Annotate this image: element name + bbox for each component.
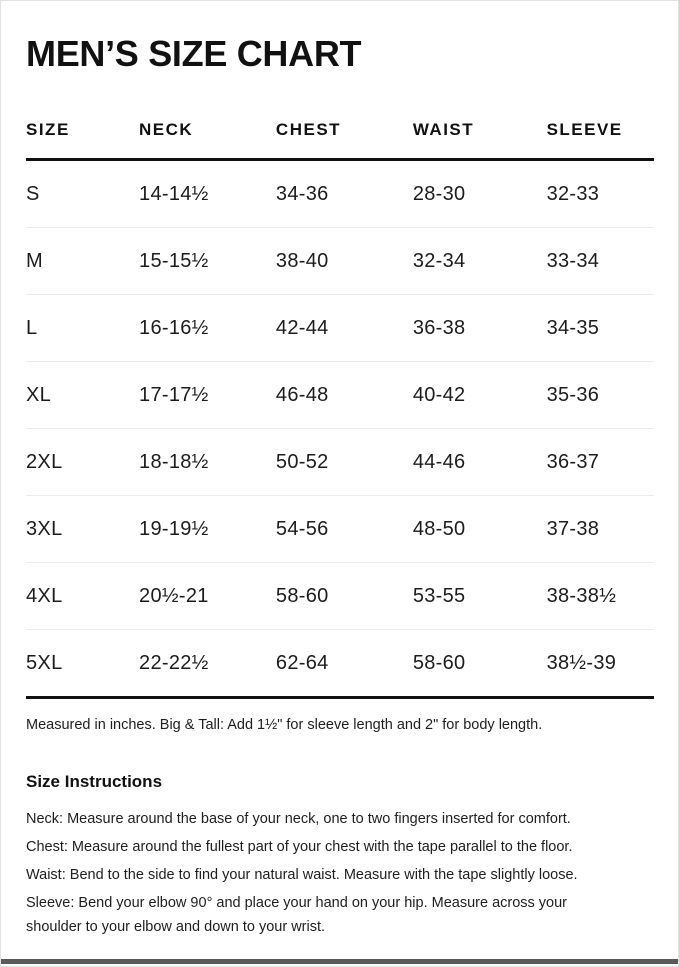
size-cell: L [26, 294, 140, 362]
size-table: SIZE NECK CHEST WAIST SLEEVE S 14-14½ 34… [26, 74, 654, 699]
column-header-chest: CHEST [275, 74, 413, 161]
chest-cell: 58-60 [275, 562, 413, 630]
table-row: 4XL 20½-21 58-60 53-55 38-38½ [26, 562, 654, 630]
column-header-sleeve: SLEEVE [546, 74, 654, 161]
sleeve-cell: 38-38½ [546, 562, 654, 630]
sleeve-cell: 38½-39 [546, 629, 654, 699]
size-cell: 3XL [26, 495, 140, 563]
waist-cell: 28-30 [412, 159, 547, 228]
sleeve-cell: 32-33 [546, 159, 654, 228]
waist-cell: 53-55 [412, 562, 547, 630]
neck-cell: 18-18½ [139, 428, 276, 496]
chest-cell: 50-52 [275, 428, 413, 496]
table-row: M 15-15½ 38-40 32-34 33-34 [26, 227, 654, 295]
table-row: 5XL 22-22½ 62-64 58-60 38½-39 [26, 629, 654, 699]
chest-cell: 54-56 [275, 495, 413, 563]
table-row: XL 17-17½ 46-48 40-42 35-36 [26, 361, 654, 429]
chest-cell: 38-40 [275, 227, 413, 295]
size-cell: 4XL [26, 562, 140, 630]
table-row: 3XL 19-19½ 54-56 48-50 37-38 [26, 495, 654, 563]
sleeve-cell: 36-37 [546, 428, 654, 496]
size-chart-page: MEN’S SIZE CHART SIZE NECK CHEST WAIST S… [1, 34, 678, 939]
size-cell: S [26, 159, 140, 228]
size-cell: M [26, 227, 140, 295]
sleeve-instruction: Sleeve: Bend your elbow 90° and place yo… [26, 891, 654, 939]
size-cell: 5XL [26, 629, 140, 699]
waist-cell: 58-60 [412, 629, 547, 699]
column-header-neck: NECK [139, 74, 276, 161]
size-cell: XL [26, 361, 140, 429]
chest-cell: 62-64 [275, 629, 413, 699]
neck-cell: 15-15½ [139, 227, 276, 295]
sleeve-instruction-line2: shoulder to your elbow and down to your … [26, 919, 326, 935]
chest-cell: 42-44 [275, 294, 413, 362]
column-header-size: SIZE [26, 74, 140, 161]
column-header-waist: WAIST [412, 74, 547, 161]
table-row: 2XL 18-18½ 50-52 44-46 36-37 [26, 428, 654, 496]
neck-cell: 20½-21 [139, 562, 276, 630]
table-row: L 16-16½ 42-44 36-38 34-35 [26, 294, 654, 362]
bottom-divider [1, 959, 678, 964]
neck-instruction: Neck: Measure around the base of your ne… [26, 811, 571, 827]
chest-instruction: Chest: Measure around the fullest part o… [26, 839, 573, 855]
neck-cell: 16-16½ [139, 294, 276, 362]
neck-cell: 17-17½ [139, 361, 276, 429]
waist-instruction: Waist: Bend to the side to find your nat… [26, 867, 578, 883]
waist-cell: 44-46 [412, 428, 547, 496]
sleeve-cell: 37-38 [546, 495, 654, 563]
chest-cell: 46-48 [275, 361, 413, 429]
neck-cell: 14-14½ [139, 159, 276, 228]
header-row: SIZE NECK CHEST WAIST SLEEVE [26, 74, 654, 161]
waist-cell: 36-38 [412, 294, 547, 362]
neck-cell: 22-22½ [139, 629, 276, 699]
sleeve-cell: 34-35 [546, 294, 654, 362]
sleeve-instruction-line1: Sleeve: Bend your elbow 90° and place yo… [26, 895, 568, 911]
size-cell: 2XL [26, 428, 140, 496]
sleeve-cell: 33-34 [546, 227, 654, 295]
neck-cell: 19-19½ [139, 495, 276, 563]
sleeve-cell: 35-36 [546, 361, 654, 429]
waist-cell: 40-42 [412, 361, 547, 429]
measurement-note: Measured in inches. Big & Tall: Add 1½" … [26, 717, 543, 733]
page-title: MEN’S SIZE CHART [26, 33, 362, 74]
table-row: S 14-14½ 34-36 28-30 32-33 [26, 159, 654, 228]
chest-cell: 34-36 [275, 159, 413, 228]
instructions-heading: Size Instructions [26, 772, 163, 791]
waist-cell: 48-50 [412, 495, 547, 563]
waist-cell: 32-34 [412, 227, 547, 295]
